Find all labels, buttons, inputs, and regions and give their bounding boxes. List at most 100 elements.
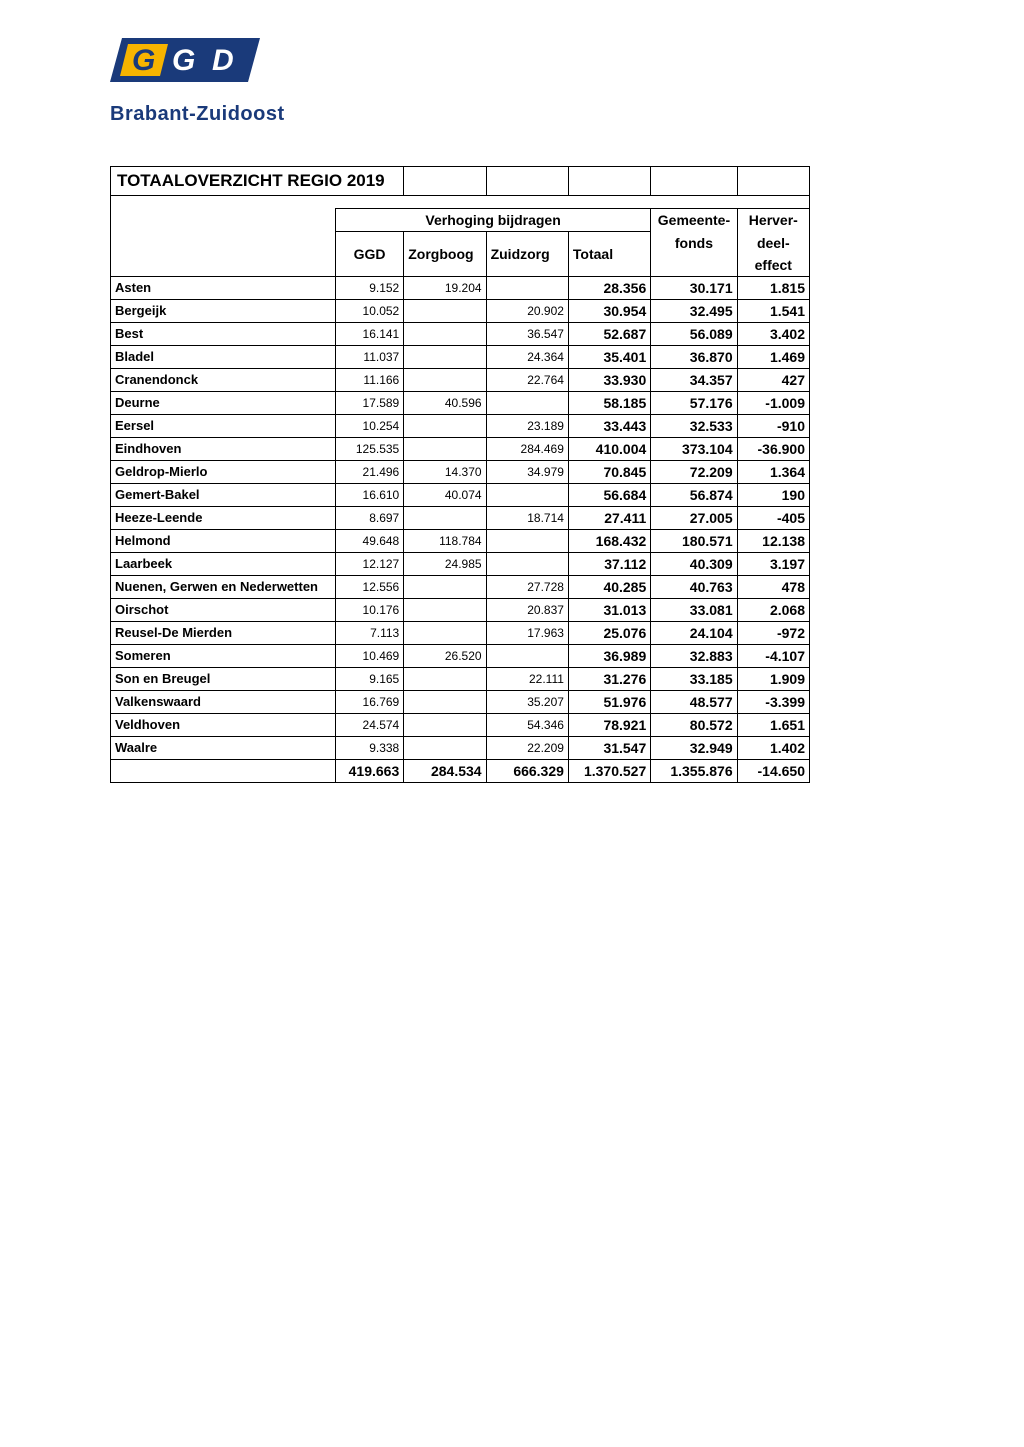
table-row: Reusel-De Mierden7.11317.96325.07624.104… <box>111 621 810 644</box>
cell-gemeente: 30.171 <box>651 276 737 299</box>
row-name: Eersel <box>111 414 336 437</box>
cell-zuidzorg: 24.364 <box>486 345 568 368</box>
cell-ggd: 8.697 <box>335 506 403 529</box>
row-name: Nuenen, Gerwen en Nederwetten <box>111 575 336 598</box>
empty-cell <box>568 167 650 196</box>
cell-gemeente: 24.104 <box>651 621 737 644</box>
cell-herver: -1.009 <box>737 391 809 414</box>
cell-herver: 1.402 <box>737 736 809 759</box>
header-verhoging: Verhoging bijdragen <box>335 209 650 232</box>
cell-gemeente: 180.571 <box>651 529 737 552</box>
cell-ggd: 10.052 <box>335 299 403 322</box>
table-row: Geldrop-Mierlo21.49614.37034.97970.84572… <box>111 460 810 483</box>
empty-cell <box>404 167 486 196</box>
totals-totaal: 1.370.527 <box>568 759 650 782</box>
cell-zorgboog <box>404 575 486 598</box>
title-row: TOTAALOVERZICHT REGIO 2019 <box>111 167 810 196</box>
cell-totaal: 31.276 <box>568 667 650 690</box>
cell-zuidzorg: 27.728 <box>486 575 568 598</box>
totals-herver: -14.650 <box>737 759 809 782</box>
cell-zuidzorg: 20.837 <box>486 598 568 621</box>
row-name: Son en Breugel <box>111 667 336 690</box>
overview-table: TOTAALOVERZICHT REGIO 2019 Verhoging bij… <box>110 166 810 783</box>
cell-gemeente: 56.874 <box>651 483 737 506</box>
cell-herver: 1.651 <box>737 713 809 736</box>
cell-totaal: 35.401 <box>568 345 650 368</box>
cell-herver: -3.399 <box>737 690 809 713</box>
cell-zuidzorg: 54.346 <box>486 713 568 736</box>
cell-totaal: 31.547 <box>568 736 650 759</box>
row-name: Someren <box>111 644 336 667</box>
cell-totaal: 31.013 <box>568 598 650 621</box>
cell-zuidzorg: 17.963 <box>486 621 568 644</box>
cell-zorgboog <box>404 322 486 345</box>
cell-herver: 478 <box>737 575 809 598</box>
cell-herver: -405 <box>737 506 809 529</box>
logo-subtitle: Brabant-Zuidoost <box>110 103 914 126</box>
table-row: Helmond49.648118.784168.432180.57112.138 <box>111 529 810 552</box>
cell-zorgboog <box>404 506 486 529</box>
totals-gemeente: 1.355.876 <box>651 759 737 782</box>
header-totaal: Totaal <box>568 232 650 277</box>
table-row: Valkenswaard16.76935.20751.97648.577-3.3… <box>111 690 810 713</box>
svg-text:G: G <box>132 44 155 77</box>
totals-zuidzorg: 666.329 <box>486 759 568 782</box>
spacer-row <box>111 196 810 209</box>
row-name: Veldhoven <box>111 713 336 736</box>
header-zuidzorg: Zuidzorg <box>486 232 568 277</box>
cell-ggd: 9.165 <box>335 667 403 690</box>
cell-gemeente: 40.309 <box>651 552 737 575</box>
cell-gemeente: 32.533 <box>651 414 737 437</box>
table-row: Heeze-Leende8.69718.71427.41127.005-405 <box>111 506 810 529</box>
cell-herver: 1.909 <box>737 667 809 690</box>
header-row-1: Verhoging bijdragen Gemeente- Herver- <box>111 209 810 232</box>
cell-totaal: 410.004 <box>568 437 650 460</box>
cell-zorgboog <box>404 345 486 368</box>
row-name: Waalre <box>111 736 336 759</box>
table-row: Nuenen, Gerwen en Nederwetten12.55627.72… <box>111 575 810 598</box>
cell-zorgboog <box>404 598 486 621</box>
cell-ggd: 10.254 <box>335 414 403 437</box>
cell-herver: 190 <box>737 483 809 506</box>
cell-ggd: 12.127 <box>335 552 403 575</box>
cell-zorgboog: 24.985 <box>404 552 486 575</box>
cell-totaal: 37.112 <box>568 552 650 575</box>
svg-text:D: D <box>212 44 234 77</box>
cell-ggd: 16.141 <box>335 322 403 345</box>
cell-totaal: 78.921 <box>568 713 650 736</box>
cell-ggd: 10.176 <box>335 598 403 621</box>
cell-herver: 12.138 <box>737 529 809 552</box>
cell-zorgboog <box>404 713 486 736</box>
cell-gemeente: 27.005 <box>651 506 737 529</box>
cell-herver: -4.107 <box>737 644 809 667</box>
cell-totaal: 40.285 <box>568 575 650 598</box>
cell-zuidzorg: 34.979 <box>486 460 568 483</box>
empty-cell <box>651 167 737 196</box>
cell-gemeente: 33.081 <box>651 598 737 621</box>
table-row: Bergeijk10.05220.90230.95432.4951.541 <box>111 299 810 322</box>
table-row: Veldhoven24.57454.34678.92180.5721.651 <box>111 713 810 736</box>
cell-gemeente: 32.495 <box>651 299 737 322</box>
cell-herver: 3.402 <box>737 322 809 345</box>
table-row: Deurne17.58940.59658.18557.176-1.009 <box>111 391 810 414</box>
cell-gemeente: 32.949 <box>651 736 737 759</box>
table-row: Eindhoven125.535284.469410.004373.104-36… <box>111 437 810 460</box>
cell-zorgboog: 26.520 <box>404 644 486 667</box>
cell-herver: 1.364 <box>737 460 809 483</box>
cell-zuidzorg: 35.207 <box>486 690 568 713</box>
cell-ggd: 11.166 <box>335 368 403 391</box>
cell-ggd: 16.769 <box>335 690 403 713</box>
cell-totaal: 168.432 <box>568 529 650 552</box>
table-row: Cranendonck11.16622.76433.93034.357427 <box>111 368 810 391</box>
table-row: Oirschot10.17620.83731.01333.0812.068 <box>111 598 810 621</box>
table-row: Gemert-Bakel16.61040.07456.68456.874190 <box>111 483 810 506</box>
cell-totaal: 30.954 <box>568 299 650 322</box>
totals-zorgboog: 284.534 <box>404 759 486 782</box>
cell-zuidzorg: 22.764 <box>486 368 568 391</box>
page: G G D Brabant-Zuidoost TOTAALOVERZICHT R… <box>0 0 1024 813</box>
cell-herver: 3.197 <box>737 552 809 575</box>
row-name: Eindhoven <box>111 437 336 460</box>
cell-zuidzorg <box>486 276 568 299</box>
cell-zorgboog <box>404 690 486 713</box>
cell-zorgboog <box>404 368 486 391</box>
